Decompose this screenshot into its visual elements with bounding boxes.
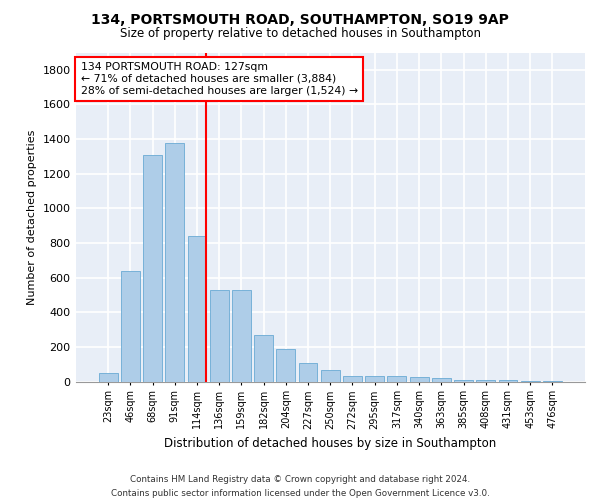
Bar xyxy=(476,380,495,382)
Y-axis label: Number of detached properties: Number of detached properties xyxy=(27,130,37,304)
Bar xyxy=(121,270,140,382)
Bar xyxy=(321,370,340,382)
Bar xyxy=(143,154,162,382)
Bar xyxy=(98,373,118,382)
Bar xyxy=(277,350,295,382)
Bar xyxy=(432,378,451,382)
Text: Contains HM Land Registry data © Crown copyright and database right 2024.
Contai: Contains HM Land Registry data © Crown c… xyxy=(110,476,490,498)
Bar xyxy=(521,381,539,382)
Bar xyxy=(343,376,362,382)
Text: 134 PORTSMOUTH ROAD: 127sqm
← 71% of detached houses are smaller (3,884)
28% of : 134 PORTSMOUTH ROAD: 127sqm ← 71% of det… xyxy=(80,62,358,96)
Bar xyxy=(388,376,406,382)
Bar xyxy=(365,376,384,382)
Bar xyxy=(210,290,229,382)
Bar xyxy=(454,380,473,382)
Bar xyxy=(543,381,562,382)
Bar xyxy=(499,380,517,382)
Bar xyxy=(166,142,184,382)
X-axis label: Distribution of detached houses by size in Southampton: Distribution of detached houses by size … xyxy=(164,437,496,450)
Bar xyxy=(299,364,317,382)
Text: 134, PORTSMOUTH ROAD, SOUTHAMPTON, SO19 9AP: 134, PORTSMOUTH ROAD, SOUTHAMPTON, SO19 … xyxy=(91,12,509,26)
Bar xyxy=(410,377,428,382)
Text: Size of property relative to detached houses in Southampton: Size of property relative to detached ho… xyxy=(119,28,481,40)
Bar xyxy=(254,335,273,382)
Bar xyxy=(232,290,251,382)
Bar xyxy=(188,236,206,382)
